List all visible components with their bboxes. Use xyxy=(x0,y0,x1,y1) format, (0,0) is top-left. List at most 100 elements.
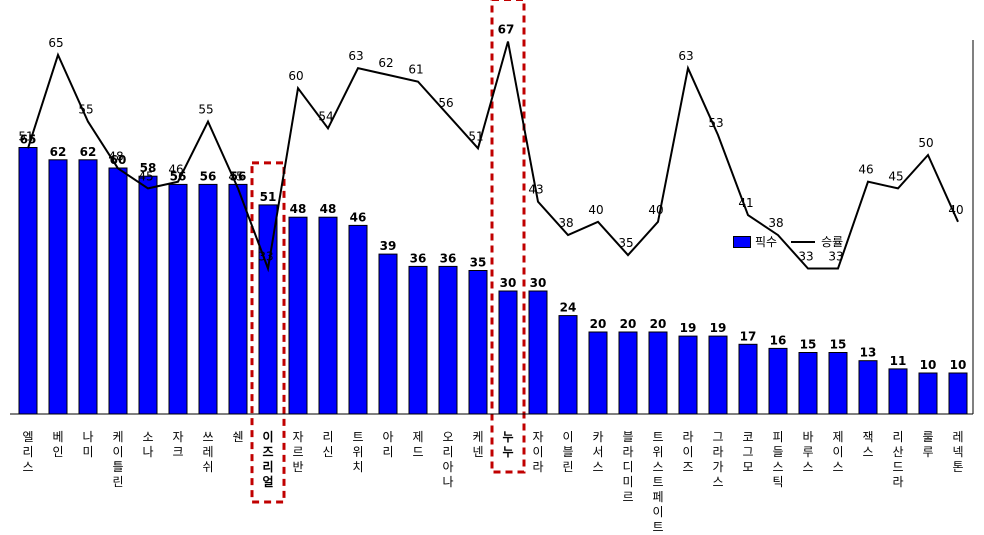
bar xyxy=(468,270,488,415)
line-value-label: 45 xyxy=(228,169,243,183)
bar xyxy=(768,347,788,415)
category-label-char: 루 xyxy=(802,445,813,459)
bar-value-label: 62 xyxy=(80,145,97,159)
category-label-char: 리 xyxy=(262,459,273,474)
bar-value-label: 24 xyxy=(560,301,577,315)
bar xyxy=(48,159,68,415)
line-value-label: 38 xyxy=(558,216,573,230)
category-label-char: 케 xyxy=(112,430,123,444)
category-label-char: 리 xyxy=(382,445,393,459)
bar xyxy=(618,331,638,415)
line-value-label: 40 xyxy=(648,203,663,217)
bar xyxy=(738,343,758,415)
line-value-label: 55 xyxy=(198,103,213,117)
category-label-char: 틀 xyxy=(112,460,123,474)
bar xyxy=(168,183,188,415)
legend-label-winrate: 승률 xyxy=(821,235,844,249)
bar xyxy=(528,290,548,415)
category-label-char: 라 xyxy=(622,445,633,459)
category-label-char: 제 xyxy=(412,430,423,444)
legend-label-picks: 픽수 xyxy=(755,235,778,249)
category-label-char: 스 xyxy=(652,460,663,474)
bar xyxy=(108,167,128,415)
category-label-char: 라 xyxy=(892,475,903,489)
bar-value-label: 20 xyxy=(650,317,667,331)
category-label-char: 쉬 xyxy=(202,460,213,474)
category-label-char: 라 xyxy=(682,430,693,444)
category-label-char: 미 xyxy=(622,475,633,489)
bar xyxy=(948,372,968,415)
bar xyxy=(888,368,908,415)
line-value-label: 53 xyxy=(708,116,723,130)
line-value-label: 46 xyxy=(858,163,873,177)
category-label-char: 룰 xyxy=(922,430,933,444)
bar-value-label: 36 xyxy=(440,251,457,265)
bar xyxy=(498,290,518,415)
category-label-char: 트 xyxy=(652,520,663,534)
labels-layer: 65 62 62 60 58 56 56 56 51 48 48 46 39 36 36 35 30 30 24 20… xyxy=(18,23,966,373)
bar-value-label: 19 xyxy=(710,321,727,335)
category-label-char: 디 xyxy=(622,460,633,474)
line-value-label: 33 xyxy=(798,250,813,264)
line-value-label: 45 xyxy=(138,169,153,183)
category-label-char: 이 xyxy=(262,429,273,444)
bar xyxy=(828,352,848,415)
bar-value-label: 48 xyxy=(320,202,337,216)
bar xyxy=(918,372,938,415)
category-label-char: 그 xyxy=(742,445,753,459)
bar xyxy=(438,265,458,415)
bar xyxy=(18,147,38,415)
category-label-char: 스 xyxy=(772,460,783,474)
line-value-label: 40 xyxy=(948,203,963,217)
winrate-line xyxy=(27,41,959,273)
category-label-char: 블 xyxy=(622,430,633,444)
category-label-char: 오 xyxy=(442,430,453,444)
legend-swatch-winrate xyxy=(791,240,816,243)
bar-value-label: 35 xyxy=(470,256,487,270)
bar-value-label: 11 xyxy=(890,354,907,368)
line-value-label: 65 xyxy=(48,36,63,50)
category-label-char: 모 xyxy=(742,460,753,474)
category-label-char: 이 xyxy=(562,430,573,444)
bar-value-label: 58 xyxy=(140,161,157,175)
category-label-char: 트 xyxy=(652,475,663,489)
bar-value-label: 51 xyxy=(260,190,277,204)
bar-value-label: 36 xyxy=(410,251,427,265)
bar-value-label: 20 xyxy=(620,317,637,331)
category-label-char: 이 xyxy=(532,445,543,459)
bar-value-label: 62 xyxy=(50,145,67,159)
category-label-char: 리 xyxy=(892,430,903,444)
bar xyxy=(138,175,158,415)
category-label-char: 반 xyxy=(292,460,303,474)
bar-value-label: 20 xyxy=(590,317,607,331)
category-label-char: 스 xyxy=(862,445,873,459)
line-value-label: 48 xyxy=(108,149,123,163)
line-value-label: 54 xyxy=(318,109,333,123)
bar-value-label: 60 xyxy=(110,153,127,167)
line-value-label: 56 xyxy=(438,96,453,110)
category-label-char: 이 xyxy=(652,505,663,519)
bar xyxy=(798,352,818,415)
line-value-label: 62 xyxy=(378,56,393,70)
bar-value-label: 19 xyxy=(680,321,697,335)
bar xyxy=(858,360,878,415)
category-label-char: 엘 xyxy=(22,430,33,444)
category-label-char: 자 xyxy=(532,430,543,444)
category-label: 쉔 xyxy=(232,430,243,444)
bar xyxy=(678,335,698,415)
category-label-char: 산 xyxy=(892,445,903,459)
category-label-char: 톤 xyxy=(952,460,963,474)
bar-value-label: 10 xyxy=(950,358,967,372)
category-label-char: 즈 xyxy=(682,460,693,474)
bar-value-label: 56 xyxy=(170,169,187,183)
